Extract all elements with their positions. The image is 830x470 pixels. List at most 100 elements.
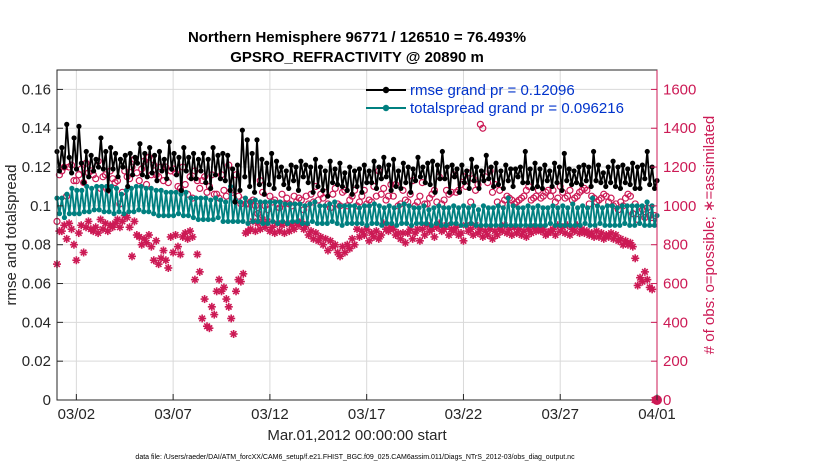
possible-obs-point bbox=[413, 198, 422, 206]
totalspread-point bbox=[634, 203, 640, 209]
rmse-point bbox=[451, 174, 458, 180]
totalspread-point bbox=[230, 218, 236, 225]
totalspread-point bbox=[314, 220, 320, 226]
totalspread-point bbox=[508, 222, 514, 228]
rmse-point bbox=[349, 191, 355, 197]
totalspread-point bbox=[156, 212, 162, 219]
rmse-point bbox=[161, 156, 167, 162]
totalspread-point bbox=[280, 218, 286, 225]
rmse-point bbox=[630, 160, 636, 166]
totalspread-point bbox=[242, 195, 249, 201]
rmse-point bbox=[151, 152, 158, 159]
totalspread-point bbox=[381, 205, 387, 211]
totalspread-point bbox=[384, 220, 390, 226]
rmse-point bbox=[183, 168, 189, 174]
totalspread-point bbox=[148, 185, 154, 192]
rmse-point bbox=[520, 179, 526, 186]
rmse-point bbox=[525, 179, 531, 186]
rmse-point bbox=[378, 176, 384, 182]
totalspread-point bbox=[277, 199, 283, 205]
totalspread-point bbox=[433, 220, 439, 226]
possible-obs-point bbox=[266, 192, 274, 200]
rmse-point bbox=[430, 158, 436, 164]
assimilated-obs-point bbox=[169, 248, 178, 257]
totalspread-point bbox=[173, 189, 179, 195]
rmse-point bbox=[76, 123, 82, 129]
totalspread-point bbox=[183, 189, 189, 195]
x-axis: 03/02 03/07 03/12 03/17 03/22 03/27 04/01 bbox=[58, 394, 676, 423]
rmse-point bbox=[115, 174, 121, 180]
possible-obs-point bbox=[546, 192, 555, 200]
rmse-point bbox=[200, 150, 206, 157]
possible-obs-point bbox=[75, 171, 83, 179]
rmse-point bbox=[376, 164, 382, 170]
rmse-point bbox=[454, 166, 460, 172]
rmse-point bbox=[559, 187, 565, 193]
totalspread-point bbox=[480, 203, 487, 209]
rmse-point bbox=[615, 164, 621, 170]
rmse-point bbox=[578, 181, 584, 188]
rmse-point bbox=[59, 145, 65, 151]
totalspread-point bbox=[247, 199, 253, 205]
rmse-point bbox=[478, 168, 484, 174]
possible-obs-point bbox=[563, 192, 572, 200]
possible-obs-point bbox=[488, 188, 497, 196]
rmse-point bbox=[412, 178, 419, 184]
rmse-point bbox=[244, 137, 250, 143]
totalspread-point bbox=[302, 203, 308, 209]
rmse-point bbox=[232, 199, 238, 205]
totalspread-point bbox=[537, 222, 544, 228]
rmse-point bbox=[576, 164, 582, 170]
rmse-point bbox=[127, 150, 133, 157]
totalspread-point bbox=[215, 214, 221, 221]
rmse-point bbox=[505, 178, 511, 184]
possible-obs-point bbox=[384, 192, 393, 200]
rmse-point bbox=[347, 164, 353, 170]
rmse-point bbox=[308, 164, 314, 170]
rmse-point bbox=[222, 178, 228, 184]
assimilated-obs-point bbox=[239, 269, 248, 278]
rmse-point bbox=[88, 152, 94, 159]
rmse-point bbox=[639, 162, 645, 168]
right-tick-label: 1200 bbox=[663, 159, 696, 176]
right-tick-label: 800 bbox=[663, 237, 688, 254]
totalspread-point bbox=[339, 222, 345, 228]
rmse-point bbox=[537, 166, 543, 172]
totalspread-point bbox=[490, 205, 496, 211]
rmse-point bbox=[66, 154, 72, 160]
totalspread-point bbox=[465, 205, 472, 211]
totalspread-point bbox=[525, 203, 531, 209]
totalspread-point bbox=[438, 222, 444, 228]
rmse-point bbox=[83, 148, 89, 155]
totalspread-point bbox=[61, 214, 68, 221]
totalspread-point bbox=[337, 203, 343, 209]
rmse-point bbox=[256, 181, 263, 188]
rmse-point bbox=[366, 168, 372, 174]
totalspread-point bbox=[262, 199, 268, 205]
totalspread-point bbox=[624, 203, 630, 209]
left-tick-label: 0.02 bbox=[22, 353, 51, 370]
totalspread-point bbox=[151, 211, 157, 217]
rmse-point bbox=[134, 160, 141, 166]
totalspread-point bbox=[265, 220, 271, 226]
assimilated-obs-point bbox=[215, 275, 224, 284]
totalspread-point bbox=[386, 203, 392, 209]
totalspread-point bbox=[518, 222, 524, 228]
totalspread-point bbox=[651, 222, 658, 228]
totalspread-point bbox=[344, 220, 350, 226]
rmse-point bbox=[410, 166, 416, 172]
assimilated-obs-point bbox=[401, 238, 410, 247]
assimilated-obs-point bbox=[173, 242, 182, 251]
right-tick-label: 200 bbox=[663, 353, 688, 370]
totalspread-point bbox=[527, 222, 534, 228]
assimilated-obs-point bbox=[457, 229, 466, 238]
totalspread-point bbox=[180, 212, 187, 219]
totalspread-point bbox=[436, 203, 442, 209]
totalspread-point bbox=[560, 203, 566, 209]
right-tick-label: 1600 bbox=[663, 81, 696, 98]
rmse-point bbox=[573, 179, 580, 186]
rmse-point bbox=[312, 156, 319, 162]
totalspread-point bbox=[396, 203, 402, 209]
totalspread-point bbox=[292, 201, 298, 207]
totalspread-point bbox=[289, 218, 296, 225]
